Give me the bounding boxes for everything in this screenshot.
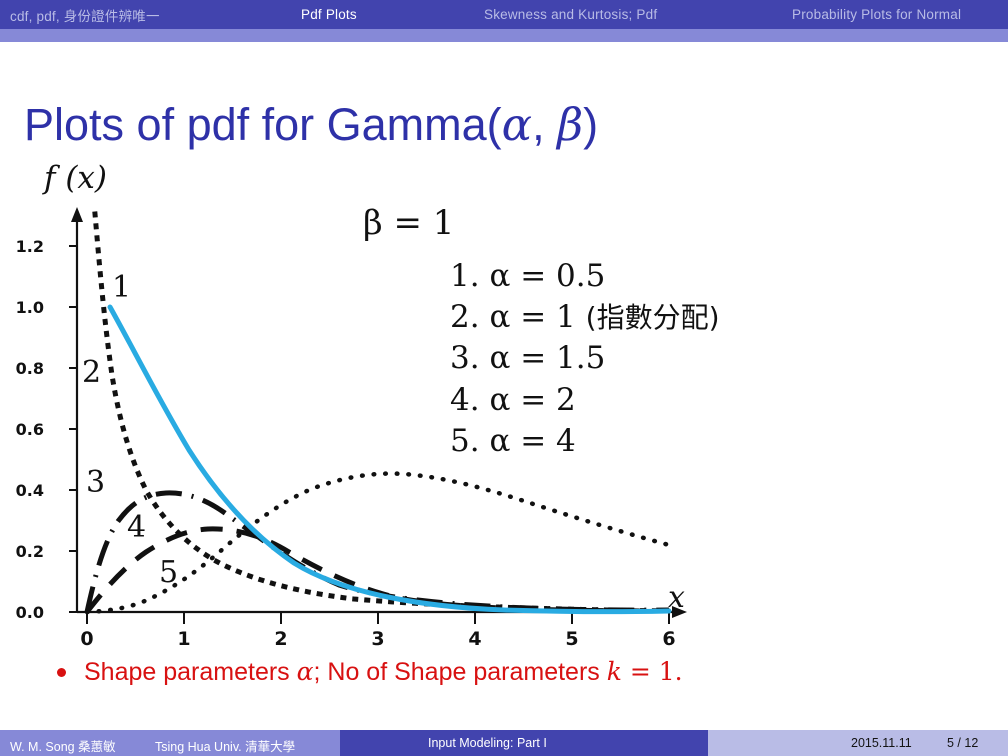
x-tick-label-0: 0 [80,628,94,650]
nav-item-cdf-pdf[interactable]: cdf, pdf, 身份證件辨唯一 [10,8,160,24]
beta-parameter-label: β = 1 [363,203,455,243]
footer-center-title: Input Modeling: Part I [428,736,547,750]
legend-index-5: 5. [450,422,480,459]
footer-page-number: 5 / 12 [947,736,979,750]
alpha-legend-list: 1. α = 0.5 2. α = 1 (指數分配) 3. α = 1.5 4.… [450,256,720,462]
legend-item-4: 4. α = 2 [450,380,720,421]
y-tick-label-0: 0.0 [15,603,44,622]
y-tick-label-6: 1.2 [15,237,44,256]
curve-label-3: 3 [86,465,106,500]
legend-item-5: 5. α = 4 [450,421,720,462]
legend-index-3: 3. [450,340,480,377]
y-tick-label-2: 0.4 [15,481,44,500]
legend-index-4: 4. [450,381,480,418]
top-navigation-bar: cdf, pdf, 身份證件辨唯一 Pdf Plots Skewness and… [0,0,1008,29]
legend-index-1: 1. [450,258,480,294]
bullet-text: Shape parameters α; No of Shape paramete… [84,657,683,687]
footer-center-segment [340,730,708,756]
x-tick-label-2: 2 [274,628,288,650]
y-tick-label-3: 0.6 [15,420,44,439]
footer-left-segment [0,730,340,756]
legend-text-3: α = 1.5 [489,340,606,377]
nav-item-probability-plots[interactable]: Probability Plots for Normal [792,7,962,22]
page-title-text: Plots of pdf for Gamma( [24,99,502,150]
x-tick-label-4: 4 [468,628,482,650]
curve-series-1 [92,211,672,614]
legend-item-1: 1. α = 0.5 [450,256,720,297]
title-comma: , [532,99,558,150]
nav-item-skewness-kurtosis[interactable]: Skewness and Kurtosis; Pdf [484,7,658,22]
curve-series-2 [107,304,672,615]
curve-label-5: 5 [159,555,179,590]
x-tick-label-5: 5 [565,628,579,650]
y-tick-label-4: 0.8 [15,359,44,378]
x-axis-arrowhead [672,606,687,618]
footer-author: W. M. Song 桑蕙敏 [10,740,116,754]
shape-parameter-bullet: Shape parameters α; No of Shape paramete… [57,657,683,687]
curve-label-2: 2 [82,355,102,390]
curve-series-3 [84,490,670,613]
gamma-pdf-chart: 0.0 0.2 0.4 0.6 0.8 1.0 1.2 0 1 2 3 4 5 … [16,200,724,650]
y-tick-label-1: 0.2 [15,542,44,561]
footer-affiliation: Tsing Hua Univ. 清華大學 [155,740,296,754]
curve-label-1: 1 [112,270,132,305]
footer-right-segment [708,730,1008,756]
curve-label-4: 4 [127,510,147,545]
legend-text-4: α = 2 [489,381,576,418]
bullet-part1: Shape parameters [84,658,297,686]
nav-underline-strip [0,29,1008,42]
x-tick-label-1: 1 [177,628,191,650]
x-tick-label-6: 6 [662,628,676,650]
title-beta-symbol: β [557,98,584,151]
legend-index-2: 2. [450,299,480,336]
bullet-k-symbol: k [606,657,622,686]
y-tick-label-5: 1.0 [15,298,44,317]
legend-text-1: α = 0.5 [489,258,606,294]
footer-bar: W. M. Song 桑蕙敏 Tsing Hua Univ. 清華大學 Inpu… [0,730,1008,756]
x-tick-label-3: 3 [371,628,385,650]
y-axis-arrowhead [71,207,83,222]
chart-svg [69,207,687,624]
legend-text-2-cjk: (指數分配) [585,301,720,335]
title-close-paren: ) [583,99,599,150]
bullet-part3: = 1. [621,657,683,686]
title-alpha-symbol: α [501,98,533,151]
nav-item-pdf-plots[interactable]: Pdf Plots [301,7,357,22]
footer-date: 2015.11.11 [851,736,912,750]
y-axis-ticks [69,245,77,613]
bullet-alpha-symbol: α [296,657,314,686]
legend-text-5: α = 4 [489,422,576,459]
y-axis-title: f (x) [44,160,107,196]
page-title: Plots of pdf for Gamma(α, β) [24,98,598,151]
bullet-dot-icon [57,667,66,677]
legend-item-3: 3. α = 1.5 [450,338,720,379]
legend-item-2: 2. α = 1 (指數分配) [450,297,720,338]
x-axis-title: x [668,580,685,615]
legend-text-2: α = 1 [489,299,586,336]
bullet-part2: ; No of Shape parameters [313,658,607,686]
